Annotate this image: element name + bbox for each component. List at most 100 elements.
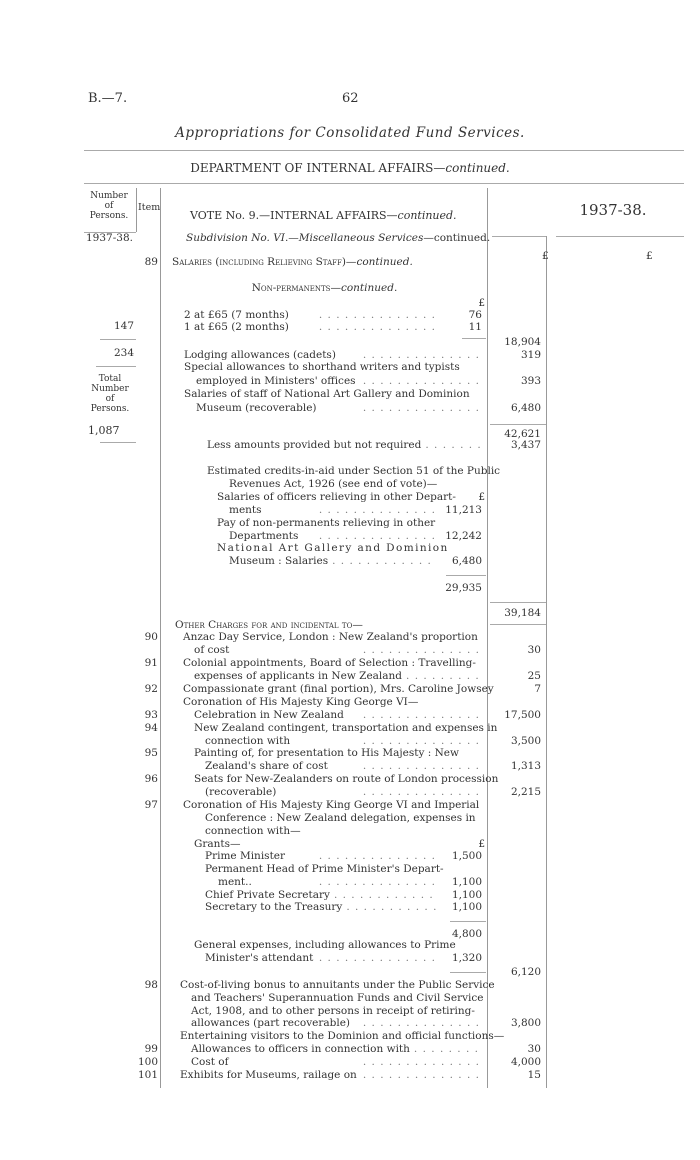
inner-amount: 1,100 [451,901,482,913]
line-cont: continued. [356,256,413,268]
item-number: 93 [144,709,158,721]
line-item: Painting of, for presentation to His Maj… [194,747,480,760]
subdivision-cont: —continued. [423,232,491,244]
line-text: Less amounts provided but not required [207,439,422,451]
item-number: 99 [144,1043,158,1055]
dot-leader: . . . . . . . . . . . . . . [362,1056,480,1068]
line-cont: continued. [340,282,398,294]
inner-amount: 29,935 [445,582,482,594]
line-item: Lodging allowances (cadets) . . . . . . .… [184,349,480,362]
line-text: Permanent Head of Prime Minister's Depar… [205,863,444,875]
line-text: Revenues Act, 1926 (see end of vote)— [229,478,438,490]
line-item: Other Charges for and incidental to— [175,619,480,632]
dot-leader: . . . . . . . . . . . . . . [362,760,480,772]
dot-leader: . . . . . . . . . . . . . . [362,349,480,361]
line-item: and Teachers' Superannuation Funds and C… [191,992,484,1005]
currency-col2: £ [646,250,653,262]
item-number: 96 [144,773,158,785]
total-persons: 1,087 [88,424,120,437]
amount-1937-38: 1,313 [510,760,541,772]
line-item: Revenues Act, 1926 (see end of vote)— [229,478,480,491]
persons-header-line: of [104,201,114,211]
inner-amount: 1,100 [451,889,482,901]
line-item: ments . . . . . . . . . . . . . . [229,504,436,517]
line-item: Chief Private Secretary. . . . . . . . .… [205,889,436,902]
line-text: allowances (part recoverable) [191,1017,351,1029]
line-item: employed in Ministers' offices . . . . . … [196,375,480,388]
line-text: Allowances to officers in connection wit… [191,1043,410,1055]
amount-1937-38: 30 [527,644,541,656]
line-item: Entertaining visitors to the Dominion an… [180,1030,504,1043]
line-text: of cost [194,644,230,656]
dot-leader: . . . . . . . . . . . . . . [318,504,436,516]
line-text: Secretary to the Treasury [205,901,343,913]
line-item: Salaries of officers relieving in other … [217,491,456,504]
line-item: 1 at £65 (2 months) . . . . . . . . . . .… [184,321,436,334]
dot-leader: . . . . . . . . . . . . . . [318,876,436,888]
item-number: 97 [144,799,158,811]
line-text: and Teachers' Superannuation Funds and C… [191,992,484,1004]
line-item: Non-permanents— continued. [162,282,487,295]
amount-1937-38: 17,500 [504,709,541,721]
dot-leader: . . . . . . . . . . . . . . [362,1069,480,1081]
line-text: Chief Private Secretary [205,889,330,901]
persons-header-line: Persons. [89,211,129,221]
line-item: Celebration in New Zealand . . . . . . . … [194,709,480,722]
amount-1937-38: 39,184 [504,607,541,619]
line-text: Cost-of-living bonus to annuitants under… [180,979,495,991]
amount-1937-38: 42,621 [504,428,541,440]
item-number: 94 [144,722,158,734]
line-item: ment.. . . . . . . . . . . . . . . [218,876,436,889]
line-item: Special allowances to shorthand writers … [184,361,480,374]
line-text: expenses of applicants in New Zealand [194,670,403,682]
line-text: Zealand's share of cost [205,760,328,772]
vote-title: VOTE No. 9.—INTERNAL AFFAIRS [190,209,387,222]
line-item: Conference : New Zealand delegation, exp… [205,812,480,825]
dot-leader: . . . . . . . . . . . . . . [318,952,436,964]
line-item: (recoverable) . . . . . . . . . . . . . . [205,786,480,799]
dot-leader: . . . . . . . . . . . . . . [332,555,436,567]
amount-1937-38: 3,800 [510,1017,541,1029]
line-text: Grants— [194,838,241,850]
line-text: Anzac Day Service, London : New Zealand'… [183,631,478,643]
line-item: General expenses, including allowances t… [194,939,456,952]
line-text: (recoverable) [205,786,277,798]
currency-col1: £ [542,250,549,262]
line-item: Minister's attendant . . . . . . . . . . … [205,952,436,965]
dot-leader: . . . . . . . . . . . . . . [362,786,480,798]
line-text: employed in Ministers' offices [196,375,356,387]
dot-leader: . . . . . . . . . . . . . . [425,439,480,451]
line-text: National Art Gallery and Dominion [217,542,449,554]
line-text: ment.. [218,876,252,888]
line-text: Cost of [191,1056,229,1068]
amount-1937-38: 3,437 [510,439,541,451]
line-text: Special allowances to shorthand writers … [184,361,460,373]
inner-amount: £ [478,297,485,309]
line-text: connection with [205,735,291,747]
line-text: Minister's attendant [205,952,314,964]
amount-1937-38: 18,904 [504,336,541,348]
line-item: Departments . . . . . . . . . . . . . . [229,530,436,543]
line-text: Non-permanents— [251,282,341,294]
line-item: National Art Gallery and Dominion [217,542,447,555]
inner-amount: 11 [468,321,482,333]
line-text: Other Charges for and incidental to— [175,619,363,631]
dot-leader: . . . . . . . . . . . . . . [333,889,436,901]
amount-1937-38: 15 [527,1069,541,1081]
line-item: connection with . . . . . . . . . . . . .… [205,735,480,748]
line-item: connection with— [205,825,480,838]
dot-leader: . . . . . . . . . . . . . . [318,850,436,862]
vote-cont: —continued. [386,209,457,222]
inner-amount: 76 [468,309,482,321]
inner-amount: 1,320 [451,952,482,964]
year-header: 1937-38. [579,201,647,219]
inner-amount: £ [478,838,485,850]
item-number: 95 [144,747,158,759]
line-item: Pay of non-permanents relieving in other [217,517,436,530]
dot-leader: . . . . . . . . . . . . . . [362,735,480,747]
line-item: Coronation of His Majesty King George VI… [183,799,480,812]
inner-amount: £ [478,491,485,503]
line-item: Exhibits for Museums, railage on . . . . … [180,1069,480,1082]
inner-amount: 1,100 [451,876,482,888]
persons-count: 147 [113,320,134,332]
